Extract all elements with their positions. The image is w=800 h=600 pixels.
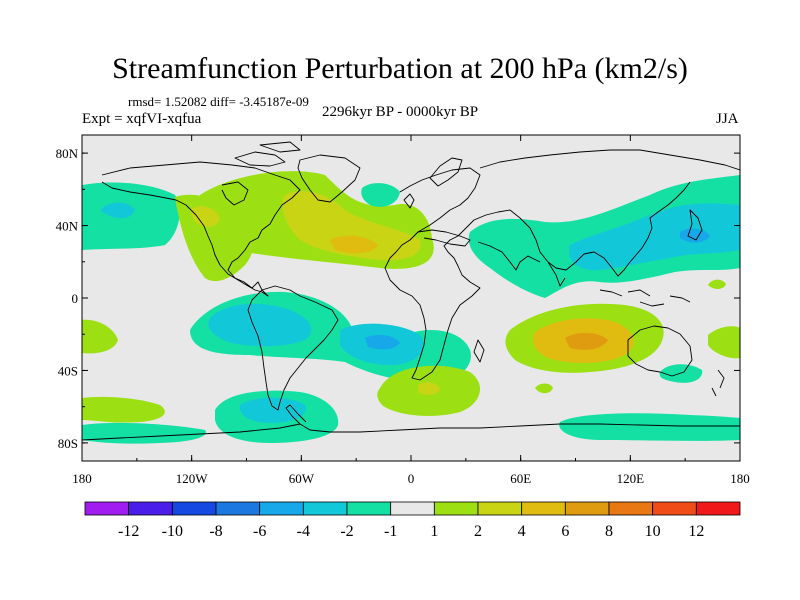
coast-madagascar bbox=[473, 339, 485, 363]
colorbar-swatch bbox=[259, 501, 304, 516]
colorbar-label: -1 bbox=[384, 523, 397, 540]
coast-hudson-bay bbox=[221, 181, 249, 206]
x-tick-label: 180 bbox=[730, 471, 750, 486]
anomaly-w-pacific-positive bbox=[82, 319, 118, 354]
colorbar-swatch bbox=[302, 501, 348, 516]
colorbar-swatch bbox=[608, 501, 654, 516]
colorbar-label: 1 bbox=[430, 523, 438, 540]
coast-mediterranean bbox=[417, 229, 471, 247]
x-axis: 180 120W 60W 0 60E 120E 180 bbox=[72, 135, 750, 486]
colorbar: -12 -10 -8 -6 -4 -2 -1 1 2 4 6 8 10 12 bbox=[84, 501, 741, 540]
y-tick-label: 40S bbox=[58, 363, 78, 378]
colorbar-swatch bbox=[84, 501, 130, 516]
coast-arctic-islands bbox=[234, 141, 301, 167]
coast-australia bbox=[627, 325, 693, 377]
x-tick-label: 180 bbox=[72, 471, 92, 486]
colorbar-label: -12 bbox=[118, 523, 139, 540]
anomaly-s-atlantic-high-core bbox=[418, 382, 440, 395]
colorbar-label: 8 bbox=[605, 523, 613, 540]
coast-greenland bbox=[297, 154, 361, 203]
coast-new-zealand bbox=[711, 369, 725, 397]
colorbar-swatch bbox=[171, 501, 217, 516]
coast-asia bbox=[479, 149, 740, 277]
colorbar-swatch bbox=[215, 501, 261, 516]
anomaly-asia-core bbox=[569, 203, 740, 271]
colorbar-swatch bbox=[433, 501, 479, 516]
y-tick-label: 40N bbox=[56, 219, 79, 234]
y-axis: 80N 40N 0 40S 80S bbox=[56, 146, 740, 451]
colorbar-swatch bbox=[390, 501, 435, 516]
anomaly-s-atlantic-core bbox=[208, 303, 312, 347]
colorbar-swatch bbox=[564, 501, 610, 516]
colorbar-label: 4 bbox=[518, 523, 526, 540]
x-tick-label: 0 bbox=[408, 471, 415, 486]
coast-british-isles bbox=[403, 193, 415, 209]
anomaly-s-atlantic-max bbox=[365, 334, 400, 350]
stats-text: rmsd= 1.52082 diff= -3.45187e-09 bbox=[128, 94, 309, 109]
colorbar-label: -8 bbox=[209, 523, 222, 540]
anomaly-indian-south-negative bbox=[559, 413, 740, 441]
anomaly-s-indian-max bbox=[565, 332, 608, 350]
anomaly-e-pacific-core bbox=[190, 206, 220, 227]
anomaly-e-pacific-small bbox=[708, 279, 726, 290]
colorbar-swatch bbox=[652, 501, 697, 516]
colorbar-label: 2 bbox=[474, 523, 482, 540]
y-tick-label: 80N bbox=[56, 146, 79, 161]
colorbar-swatch bbox=[477, 501, 523, 516]
y-tick-label: 80S bbox=[58, 436, 78, 451]
period-text: 2296kyr BP - 0000kyr BP bbox=[321, 104, 479, 120]
season-text: JJA bbox=[716, 111, 739, 127]
colorbar-swatch bbox=[346, 501, 392, 516]
coast-north-america bbox=[101, 161, 301, 297]
x-tick-label: 60E bbox=[510, 471, 531, 486]
colorbar-label: -6 bbox=[253, 523, 266, 540]
coast-indonesia bbox=[599, 289, 691, 307]
y-tick-label: 0 bbox=[72, 291, 79, 306]
anomaly-n-atlantic-max bbox=[330, 235, 378, 254]
x-tick-label: 120E bbox=[617, 471, 645, 486]
colorbar-swatch bbox=[695, 501, 741, 516]
colorbar-label: 12 bbox=[688, 523, 704, 540]
anomaly-asia-max bbox=[680, 228, 710, 243]
colorbar-label: -4 bbox=[297, 523, 310, 540]
colorbar-label: 10 bbox=[645, 523, 661, 540]
anomaly-southern-ocean-core bbox=[239, 397, 306, 423]
anomaly-s-pacific-west-positive bbox=[82, 396, 165, 423]
colorbar-swatch bbox=[521, 501, 566, 516]
anomaly-s-pacific-far-positive bbox=[708, 326, 740, 359]
x-tick-label: 60W bbox=[289, 471, 315, 486]
colorbar-swatch bbox=[128, 501, 173, 516]
anomaly-fields bbox=[82, 171, 740, 444]
anomaly-australia-east-negative bbox=[659, 364, 703, 383]
x-tick-label: 120W bbox=[176, 471, 209, 486]
coast-antarctica bbox=[82, 423, 740, 441]
anomaly-n-atlantic-core bbox=[282, 190, 421, 261]
coastlines bbox=[82, 141, 740, 441]
coast-europe-africa bbox=[384, 167, 511, 381]
figure-title: Streamfunction Perturbation at 200 hPa (… bbox=[112, 52, 688, 85]
anomaly-s-atlantic-small bbox=[535, 383, 553, 394]
colorbar-label: -10 bbox=[162, 523, 183, 540]
coast-scandinavia bbox=[429, 157, 463, 187]
map-panel bbox=[82, 135, 740, 461]
anomaly-n-pacific-core bbox=[100, 202, 135, 219]
colorbar-label: 6 bbox=[561, 523, 569, 540]
coast-south-america bbox=[247, 285, 339, 411]
coast-antarctic-peninsula bbox=[285, 404, 307, 425]
colorbar-label: -2 bbox=[340, 523, 353, 540]
experiment-text: Expt = xqfVI-xqfua bbox=[82, 111, 202, 127]
coast-japan bbox=[687, 209, 703, 241]
anomaly-n-pacific-negative bbox=[82, 182, 180, 250]
coast-arabia-india bbox=[477, 241, 566, 287]
anomaly-arctic-atlantic-negative bbox=[361, 183, 400, 207]
